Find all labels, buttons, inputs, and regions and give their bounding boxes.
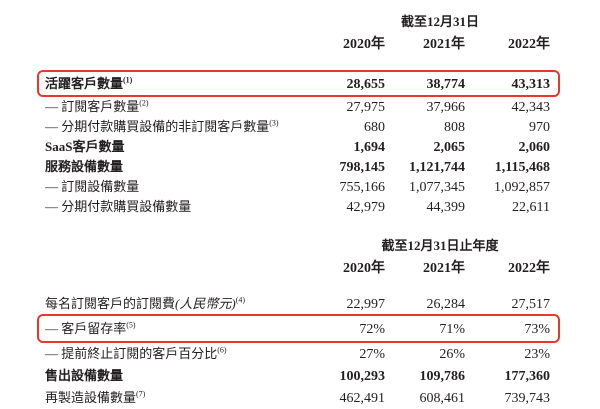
table-row: 服務設備數量 798,145 1,121,744 1,115,468 — [45, 157, 550, 177]
spacer — [45, 262, 285, 276]
value-cell: 27% — [359, 347, 385, 362]
period-header-row: 截至12月31日止年度 — [45, 239, 550, 253]
value-cell: 177,360 — [504, 369, 551, 384]
value-cell: 755,166 — [339, 180, 386, 195]
value-cell: 27,975 — [346, 100, 386, 115]
table-year-ended-dec-31: 截至12月31日止年度 2020年 2021年 2022年每名訂閱客戶的訂閱費(人民幣… — [37, 239, 600, 409]
value-cell: 23% — [524, 347, 550, 362]
value-cell: 462,491 — [339, 391, 386, 406]
row-label: 活躍客戶數量(1) — [45, 74, 285, 93]
table-row: 活躍客戶數量(1) 28,655 38,774 43,313 — [37, 70, 560, 97]
row-label-text: 服務設備數量 — [45, 159, 124, 174]
value-cell: 739,743 — [504, 391, 551, 406]
row-label-text: — 提前終止訂閱的客戶百分比 — [45, 346, 218, 361]
value-cell: 73% — [524, 322, 550, 337]
footnote-marker: (5) — [126, 320, 136, 330]
table-as-of-dec-31: 截至12月31日 2020年 2021年 2022年活躍客戶數量(1) 28,655 38… — [37, 15, 600, 217]
year-header-row: 2020年 2021年 2022年 — [45, 262, 550, 276]
year-column-header: 2022年 — [508, 37, 550, 52]
value-cell: 1,121,744 — [409, 160, 465, 175]
value-cell: 680 — [364, 120, 385, 135]
footnote-marker: (4) — [235, 295, 246, 305]
value-cell: 1,694 — [353, 140, 386, 155]
table-row: — 訂閱客戶數量(2) 27,975 37,966 42,343 — [45, 97, 550, 117]
value-cell: 42,343 — [511, 100, 551, 115]
year-column-header: 2020年 — [343, 261, 385, 276]
row-label-unit: (人民幣元) — [175, 296, 236, 311]
value-cell: 42,979 — [346, 200, 386, 215]
row-label-text: — 客戶留存率 — [45, 321, 127, 336]
row-label: — 訂閱客戶數量(2) — [45, 97, 285, 116]
value-cell: 37,966 — [426, 100, 466, 115]
row-label: — 分期付款購買設備數量 — [45, 197, 285, 216]
value-cell: 100,293 — [339, 369, 386, 384]
row-label-text: 售出設備數量 — [45, 368, 124, 383]
footnote-marker: (7) — [136, 389, 146, 399]
table-row: — 提前終止訂閱的客戶百分比(6) 27% 26% 23% — [45, 343, 550, 365]
table-row: — 客戶留存率(5) 72% 71% 73% — [37, 314, 560, 343]
value-cell: 2,065 — [433, 140, 466, 155]
value-cell: 608,461 — [419, 391, 466, 406]
value-cell: 1,115,468 — [494, 160, 550, 175]
footnote-marker: (2) — [139, 98, 149, 108]
year-column-header: 2021年 — [423, 37, 465, 52]
value-cell: 27,517 — [511, 297, 551, 312]
value-cell: 1,077,345 — [409, 180, 465, 195]
year-column-header: 2020年 — [343, 37, 385, 52]
row-label-text: SaaS客戶數量 — [45, 139, 125, 154]
year-column-header: 2022年 — [508, 261, 550, 276]
value-cell: 44,399 — [426, 200, 466, 215]
period-header: 截至12月31日止年度 — [381, 238, 499, 253]
row-label: SaaS客戶數量 — [45, 137, 285, 156]
table-row: 售出設備數量 100,293 109,786 177,360 — [45, 365, 550, 387]
row-label: 再製造設備數量(7) — [45, 387, 285, 408]
row-label: 服務設備數量 — [45, 157, 285, 176]
row-label: — 客戶留存率(5) — [45, 318, 285, 339]
row-label-text: 再製造設備數量 — [45, 390, 137, 405]
table-row: — 分期付款購買設備的非訂閱客戶數量(3) 680 808 970 — [45, 117, 550, 137]
row-label-text: 每名訂閱客戶的訂閱費 — [45, 296, 176, 311]
value-cell: 22,997 — [346, 297, 386, 312]
value-cell: 109,786 — [419, 369, 466, 384]
row-label-text: — 訂閱設備數量 — [45, 179, 140, 194]
value-cell: 71% — [439, 322, 465, 337]
value-cell: 22,611 — [512, 200, 550, 215]
table-row: 每名訂閱客戶的訂閱費(人民幣元)(4) 22,997 26,284 27,517 — [45, 293, 550, 315]
row-label: 每名訂閱客戶的訂閱費(人民幣元)(4) — [45, 293, 285, 314]
table-row: 再製造設備數量(7) 462,491 608,461 739,743 — [45, 387, 550, 409]
row-label-text: — 訂閱客戶數量 — [45, 99, 140, 114]
value-cell: 38,774 — [426, 77, 466, 92]
value-cell: 26% — [439, 347, 465, 362]
row-label-text: — 分期付款購買設備的非訂閱客戶數量 — [45, 119, 270, 134]
value-cell: 2,060 — [518, 140, 551, 155]
value-cell: 28,655 — [346, 77, 386, 92]
value-cell: 26,284 — [426, 297, 466, 312]
value-cell: 808 — [444, 120, 465, 135]
row-label: — 提前終止訂閱的客戶百分比(6) — [45, 343, 285, 364]
footnote-marker: (6) — [217, 345, 227, 355]
value-cell: 43,313 — [511, 77, 551, 92]
row-label-text: 活躍客戶數量 — [45, 76, 124, 91]
footnote-marker: (3) — [269, 118, 279, 128]
period-header: 截至12月31日 — [400, 14, 479, 29]
table-row: — 分期付款購買設備數量 42,979 44,399 22,611 — [45, 197, 550, 217]
year-header-row: 2020年 2021年 2022年 — [45, 38, 550, 52]
value-cell: 798,145 — [339, 160, 386, 175]
period-header-row: 截至12月31日 — [45, 15, 550, 29]
spacer — [45, 38, 285, 52]
footnote-marker: (1) — [123, 75, 133, 85]
row-label: — 訂閱設備數量 — [45, 177, 285, 196]
row-label: — 分期付款購買設備的非訂閱客戶數量(3) — [45, 117, 285, 136]
value-cell: 72% — [359, 322, 385, 337]
year-column-header: 2021年 — [423, 261, 465, 276]
table-row: — 訂閱設備數量 755,166 1,077,345 1,092,857 — [45, 177, 550, 197]
value-cell: 970 — [529, 120, 550, 135]
table-row: SaaS客戶數量 1,694 2,065 2,060 — [45, 137, 550, 157]
row-label-text: — 分期付款購買設備數量 — [45, 199, 192, 214]
value-cell: 1,092,857 — [494, 180, 550, 195]
row-label: 售出設備數量 — [45, 365, 285, 386]
